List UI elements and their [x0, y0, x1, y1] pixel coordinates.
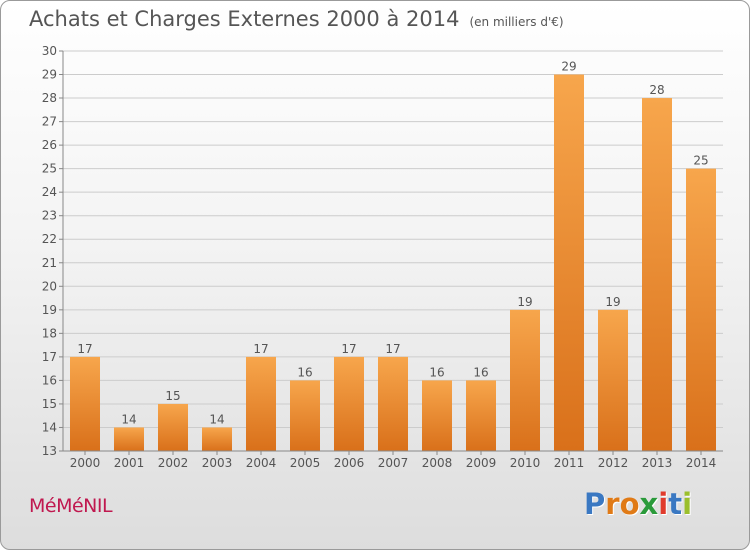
x-tick-label: 2005 [290, 456, 321, 470]
data-label: 19 [605, 295, 620, 309]
x-tick-label: 2014 [686, 456, 717, 470]
y-tick-label: 13 [42, 444, 57, 458]
bar-2000 [70, 356, 100, 451]
bar-2005 [290, 380, 320, 451]
y-tick-label: 14 [42, 420, 57, 434]
bar-2003 [202, 427, 232, 451]
bar-2010 [510, 309, 540, 451]
bar-2012 [598, 309, 628, 451]
brand-letter: t [668, 487, 683, 521]
bar-2008 [422, 380, 452, 451]
x-tick-label: 2004 [246, 456, 277, 470]
y-tick-label: 24 [42, 185, 57, 199]
y-tick-label: 20 [42, 279, 57, 293]
chart-unit: (en milliers d'€) [469, 15, 564, 29]
y-tick-label: 28 [42, 91, 57, 105]
y-tick-label: 30 [42, 44, 57, 58]
chart-title-text: Achats et Charges Externes 2000 à 2014 [29, 7, 460, 31]
data-label: 16 [473, 365, 488, 379]
x-tick-label: 2001 [114, 456, 145, 470]
brand-logo: Proxiti [584, 487, 692, 521]
x-tick-label: 2006 [334, 456, 365, 470]
x-tick-label: 2012 [598, 456, 629, 470]
brand-letter: x [639, 487, 659, 521]
data-label: 16 [429, 365, 444, 379]
y-tick-label: 25 [42, 162, 57, 176]
x-tick-label: 2003 [202, 456, 233, 470]
brand-letter: i [658, 487, 669, 521]
y-tick-label: 16 [42, 373, 57, 387]
bar-2013 [642, 98, 672, 451]
data-label: 19 [517, 295, 532, 309]
y-tick-label: 27 [42, 115, 57, 129]
place-name: MéMéNIL [29, 495, 113, 517]
data-label: 17 [253, 342, 268, 356]
bar-2014 [686, 168, 716, 451]
bar-2009 [466, 380, 496, 451]
data-label: 29 [561, 60, 576, 74]
x-tick-label: 2013 [642, 456, 673, 470]
bar-2011 [554, 74, 584, 451]
data-label: 25 [693, 154, 708, 168]
y-tick-label: 29 [42, 68, 57, 82]
data-labels: 17 14 15 14 17 16 17 17 16 16 19 29 19 28 25 [77, 60, 708, 427]
x-tick-label: 2009 [466, 456, 497, 470]
x-tick-label: 2007 [378, 456, 409, 470]
bar-2001 [114, 427, 144, 451]
bar-2007 [378, 356, 408, 451]
x-tick-label: 2011 [554, 456, 585, 470]
y-axis: 13 14 15 16 17 18 19 20 21 22 23 24 25 26 27 28 29 30 [42, 44, 64, 458]
brand-letter: o [619, 487, 640, 521]
x-axis: 2000 2001 2002 2003 2004 2005 2006 2007 2008 2009… [63, 450, 723, 470]
bar-2004 [246, 356, 276, 451]
y-tick-label: 18 [42, 326, 57, 340]
data-label: 28 [649, 83, 664, 97]
x-tick-label: 2010 [510, 456, 541, 470]
y-tick-label: 26 [42, 138, 57, 152]
brand-letter: i [682, 487, 693, 521]
data-label: 14 [209, 412, 224, 426]
data-label: 16 [297, 365, 312, 379]
y-tick-label: 15 [42, 397, 57, 411]
bar-2006 [334, 356, 364, 451]
bar-2002 [158, 403, 188, 451]
data-label: 17 [77, 342, 92, 356]
y-tick-label: 22 [42, 232, 57, 246]
data-label: 17 [341, 342, 356, 356]
x-tick-label: 2002 [158, 456, 189, 470]
x-tick-label: 2008 [422, 456, 453, 470]
data-label: 17 [385, 342, 400, 356]
data-label: 14 [121, 412, 136, 426]
brand-letter: P [584, 487, 606, 521]
y-tick-label: 17 [42, 350, 57, 364]
bars [70, 74, 716, 451]
y-tick-label: 19 [42, 303, 57, 317]
brand-letter: r [605, 487, 620, 521]
y-tick-label: 21 [42, 256, 57, 270]
y-tick-label: 23 [42, 209, 57, 223]
chart-title: Achats et Charges Externes 2000 à 2014 (e… [29, 7, 564, 31]
data-label: 15 [165, 389, 180, 403]
x-tick-label: 2000 [70, 456, 101, 470]
